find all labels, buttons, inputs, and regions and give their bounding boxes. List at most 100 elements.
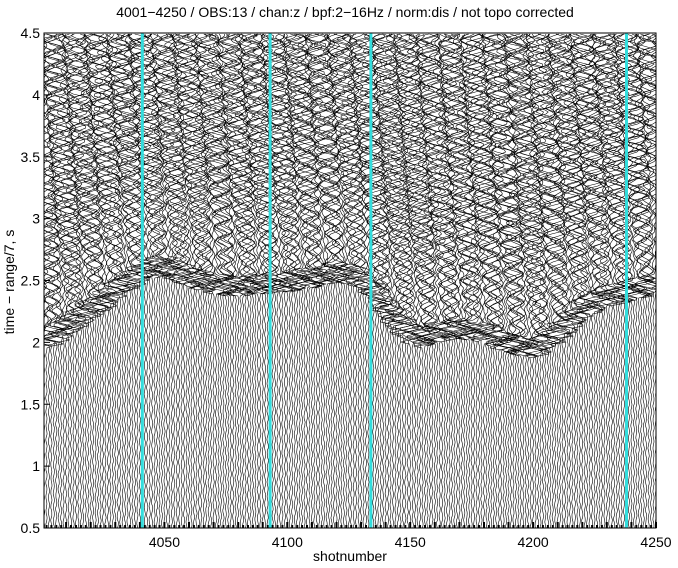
trace-base-4228 — [600, 525, 603, 528]
trace-4172 — [451, 33, 476, 529]
trace-base-4082 — [242, 525, 245, 528]
trace-base-4026 — [104, 525, 107, 528]
trace-base-4128 — [355, 525, 358, 528]
trace-base-4214 — [566, 525, 569, 528]
trace-4217 — [564, 33, 587, 529]
trace-base-4206 — [546, 525, 549, 528]
trace-base-4106 — [301, 525, 304, 528]
y-axis-label: time − range/7, s — [1, 230, 17, 335]
trace-4210 — [546, 33, 570, 529]
trace-4230 — [595, 33, 619, 529]
trace-base-4062 — [192, 525, 195, 528]
trace-4203 — [529, 33, 552, 529]
trace-base-4120 — [335, 522, 338, 528]
trace-base-4032 — [119, 525, 122, 528]
trace-4076 — [217, 33, 240, 529]
y-tick-label-2: 2 — [32, 334, 40, 350]
x-tick-label-4250: 4250 — [640, 534, 671, 550]
trace-4247 — [636, 33, 657, 529]
trace-4231 — [598, 33, 622, 529]
trace-4170 — [448, 33, 472, 529]
trace-4152 — [404, 33, 428, 529]
trace-base-4172 — [463, 525, 466, 528]
trace-4123 — [332, 33, 355, 528]
trace-4011 — [57, 33, 81, 529]
trace-base-4240 — [630, 522, 633, 528]
trace-4019 — [77, 33, 100, 529]
trace-base-4180 — [483, 522, 485, 528]
trace-base-4048 — [158, 525, 161, 528]
trace-base-4002 — [45, 525, 48, 528]
trace-base-4076 — [227, 525, 230, 528]
trace-base-4130 — [360, 522, 363, 528]
y-tick-label-0.5: 0.5 — [21, 520, 41, 536]
trace-4014 — [64, 33, 87, 529]
trace-base-4178 — [478, 525, 480, 528]
trace-base-4198 — [527, 525, 530, 528]
x-tick-label-4100: 4100 — [272, 534, 303, 550]
trace-4089 — [249, 33, 273, 529]
trace-base-4014 — [75, 525, 77, 528]
trace-base-4222 — [586, 525, 589, 528]
y-tick-label-1.5: 1.5 — [21, 396, 41, 412]
trace-base-4168 — [453, 525, 456, 528]
trace-base-4208 — [551, 525, 554, 528]
trace-4240 — [620, 33, 643, 529]
trace-4047 — [145, 33, 169, 529]
trace-base-4098 — [281, 525, 284, 528]
trace-4218 — [566, 33, 589, 529]
trace-4027 — [97, 33, 119, 529]
trace-4201 — [525, 33, 548, 529]
trace-base-4058 — [183, 525, 186, 528]
trace-4012 — [59, 33, 84, 529]
trace-4209 — [543, 33, 567, 528]
trace-4055 — [166, 33, 189, 529]
y-tick-label-3.5: 3.5 — [21, 149, 41, 165]
trace-4215 — [559, 33, 582, 529]
trace-4184 — [481, 33, 505, 529]
trace-4077 — [220, 33, 243, 529]
trace-base-4186 — [497, 525, 500, 528]
trace-4185 — [485, 33, 509, 529]
trace-base-4192 — [512, 525, 515, 528]
trace-4197 — [513, 33, 538, 529]
trace-4046 — [142, 33, 167, 529]
trace-4029 — [100, 33, 125, 529]
trace-4171 — [450, 33, 474, 529]
trace-base-4038 — [133, 525, 136, 528]
trace-4208 — [541, 33, 566, 529]
trace-4223 — [579, 33, 601, 529]
trace-base-4110 — [310, 522, 313, 528]
trace-4225 — [583, 33, 607, 529]
trace-base-4102 — [291, 525, 294, 528]
trace-4140 — [375, 33, 398, 529]
trace-base-4216 — [571, 525, 574, 528]
trace-4213 — [554, 33, 578, 529]
trace-4246 — [634, 33, 657, 529]
trace-base-4218 — [576, 525, 579, 528]
trace-base-4184 — [492, 525, 495, 528]
trace-4017 — [72, 33, 96, 529]
trace-4090 — [250, 33, 274, 529]
trace-base-4176 — [473, 525, 476, 528]
trace-base-4210 — [556, 522, 559, 528]
trace-4080 — [225, 33, 249, 529]
trace-4015 — [67, 33, 90, 529]
trace-base-4162 — [438, 525, 441, 528]
chart-title: 4001−4250 / OBS:13 / chan:z / bpf:2−16Hz… — [116, 4, 574, 20]
trace-base-4028 — [109, 525, 112, 528]
trace-base-4122 — [340, 525, 343, 528]
trace-4165 — [435, 33, 459, 529]
trace-4183 — [479, 33, 503, 529]
trace-4144 — [384, 33, 408, 529]
y-tick-label-4.5: 4.5 — [21, 25, 41, 41]
trace-base-4060 — [188, 522, 190, 528]
trace-4078 — [222, 33, 245, 529]
trace-base-4020 — [89, 522, 92, 528]
trace-base-4202 — [537, 525, 539, 528]
trace-4006 — [44, 33, 68, 529]
trace-4031 — [105, 33, 129, 529]
trace-4030 — [103, 33, 128, 529]
trace-base-4156 — [424, 525, 426, 528]
trace-4224 — [580, 33, 603, 529]
